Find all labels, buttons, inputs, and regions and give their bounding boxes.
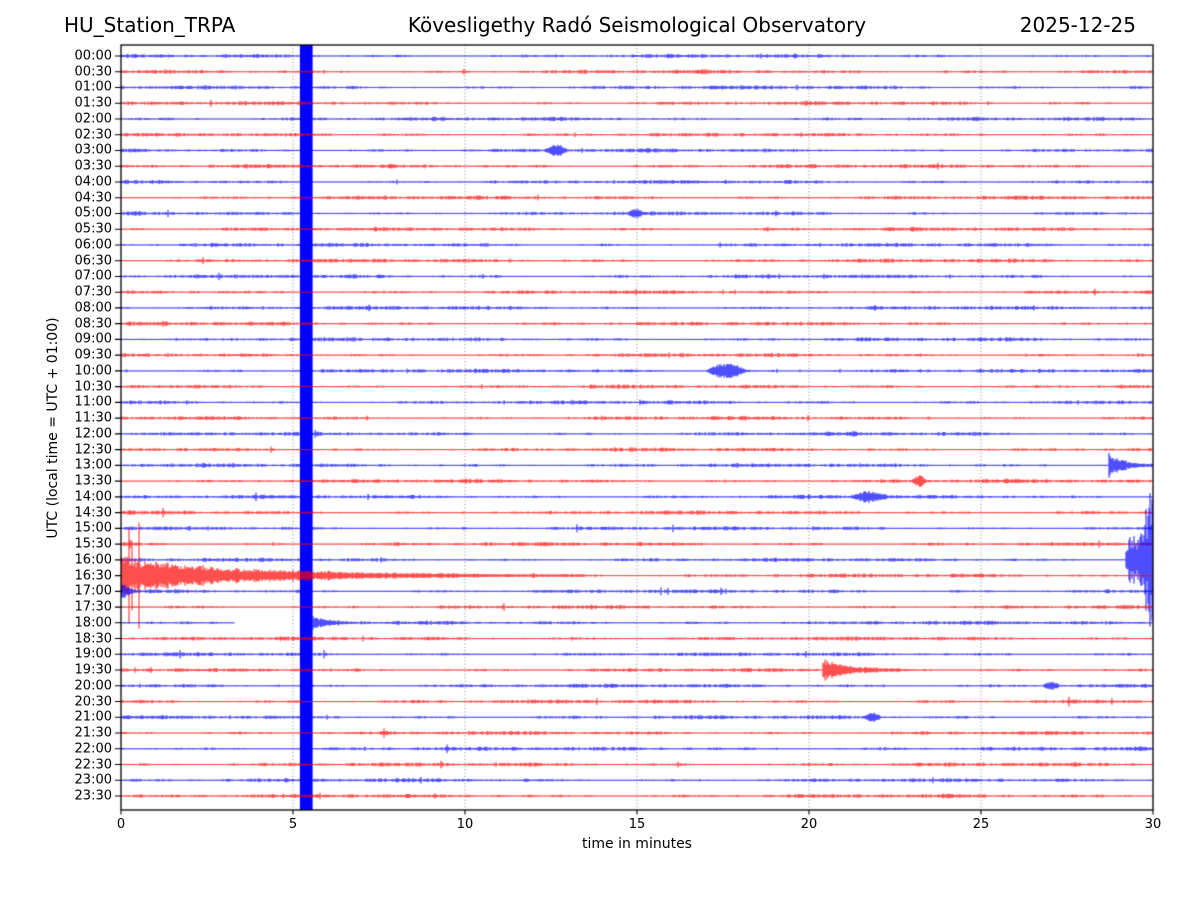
y-tick-label: 01:00 xyxy=(74,79,112,95)
y-tick-label: 18:30 xyxy=(74,631,112,647)
y-tick-label: 21:00 xyxy=(74,709,112,725)
y-tick-label: 16:00 xyxy=(74,552,112,568)
y-tick-label: 04:00 xyxy=(74,174,112,190)
y-tick-label: 02:00 xyxy=(74,111,112,127)
y-tick-label: 06:30 xyxy=(74,253,112,269)
y-tick-label: 17:30 xyxy=(74,599,112,615)
y-tick-label: 03:30 xyxy=(74,158,112,174)
y-tick-label: 20:00 xyxy=(74,678,112,694)
y-tick-label: 20:30 xyxy=(74,694,112,710)
x-tick-label: 30 xyxy=(1144,817,1162,832)
y-tick-label: 09:00 xyxy=(74,331,112,347)
y-tick-label: 08:30 xyxy=(74,316,112,332)
y-tick-label: 21:30 xyxy=(74,725,112,741)
y-tick-label: 15:30 xyxy=(74,536,112,552)
y-tick-label: 05:30 xyxy=(74,221,112,237)
y-tick-label: 17:00 xyxy=(74,583,112,599)
x-tick-label: 20 xyxy=(800,817,818,832)
y-tick-label: 13:00 xyxy=(74,457,112,473)
y-tick-label: 11:00 xyxy=(74,394,112,410)
y-tick-label: 08:00 xyxy=(74,300,112,316)
y-tick-label: 22:30 xyxy=(74,757,112,773)
y-tick-label: 11:30 xyxy=(74,410,112,426)
y-tick-label: 02:30 xyxy=(74,127,112,143)
y-tick-label: 16:30 xyxy=(74,568,112,584)
date-title: 2025-12-25 xyxy=(1019,13,1136,37)
x-tick-label: 0 xyxy=(116,817,126,832)
y-tick-label: 23:30 xyxy=(74,788,112,804)
y-tick-label: 10:00 xyxy=(74,363,112,379)
y-tick-label: 12:30 xyxy=(74,442,112,458)
x-tick-label: 25 xyxy=(972,817,990,832)
y-tick-label: 14:30 xyxy=(74,505,112,521)
y-tick-label: 09:30 xyxy=(74,347,112,363)
y-tick-label: 04:30 xyxy=(74,190,112,206)
y-tick-label: 12:00 xyxy=(74,426,112,442)
y-tick-label: 07:00 xyxy=(74,268,112,284)
y-tick-label: 00:30 xyxy=(74,64,112,80)
y-tick-label: 10:30 xyxy=(74,379,112,395)
y-tick-label: 19:00 xyxy=(74,646,112,662)
y-tick-label: 05:00 xyxy=(74,205,112,221)
observatory-title: Kövesligethy Radó Seismological Observat… xyxy=(407,13,867,37)
y-tick-label: 19:30 xyxy=(74,662,112,678)
y-tick-label: 15:00 xyxy=(74,520,112,536)
y-tick-label: 03:00 xyxy=(74,142,112,158)
y-tick-label: 18:00 xyxy=(74,615,112,631)
y-tick-label: 00:00 xyxy=(74,48,112,64)
x-axis-label: time in minutes xyxy=(582,836,692,852)
y-tick-label: 07:30 xyxy=(74,284,112,300)
x-tick-label: 15 xyxy=(628,817,646,832)
y-tick-label: 23:00 xyxy=(74,772,112,788)
y-tick-label: 13:30 xyxy=(74,473,112,489)
y-tick-label: 14:00 xyxy=(74,489,112,505)
y-tick-label: 01:30 xyxy=(74,95,112,111)
y-tick-label: 06:00 xyxy=(74,237,112,253)
y-tick-label: 22:00 xyxy=(74,741,112,757)
x-tick-label: 10 xyxy=(456,817,474,832)
x-tick-label: 5 xyxy=(288,817,298,832)
station-title: HU_Station_TRPA xyxy=(64,13,236,37)
